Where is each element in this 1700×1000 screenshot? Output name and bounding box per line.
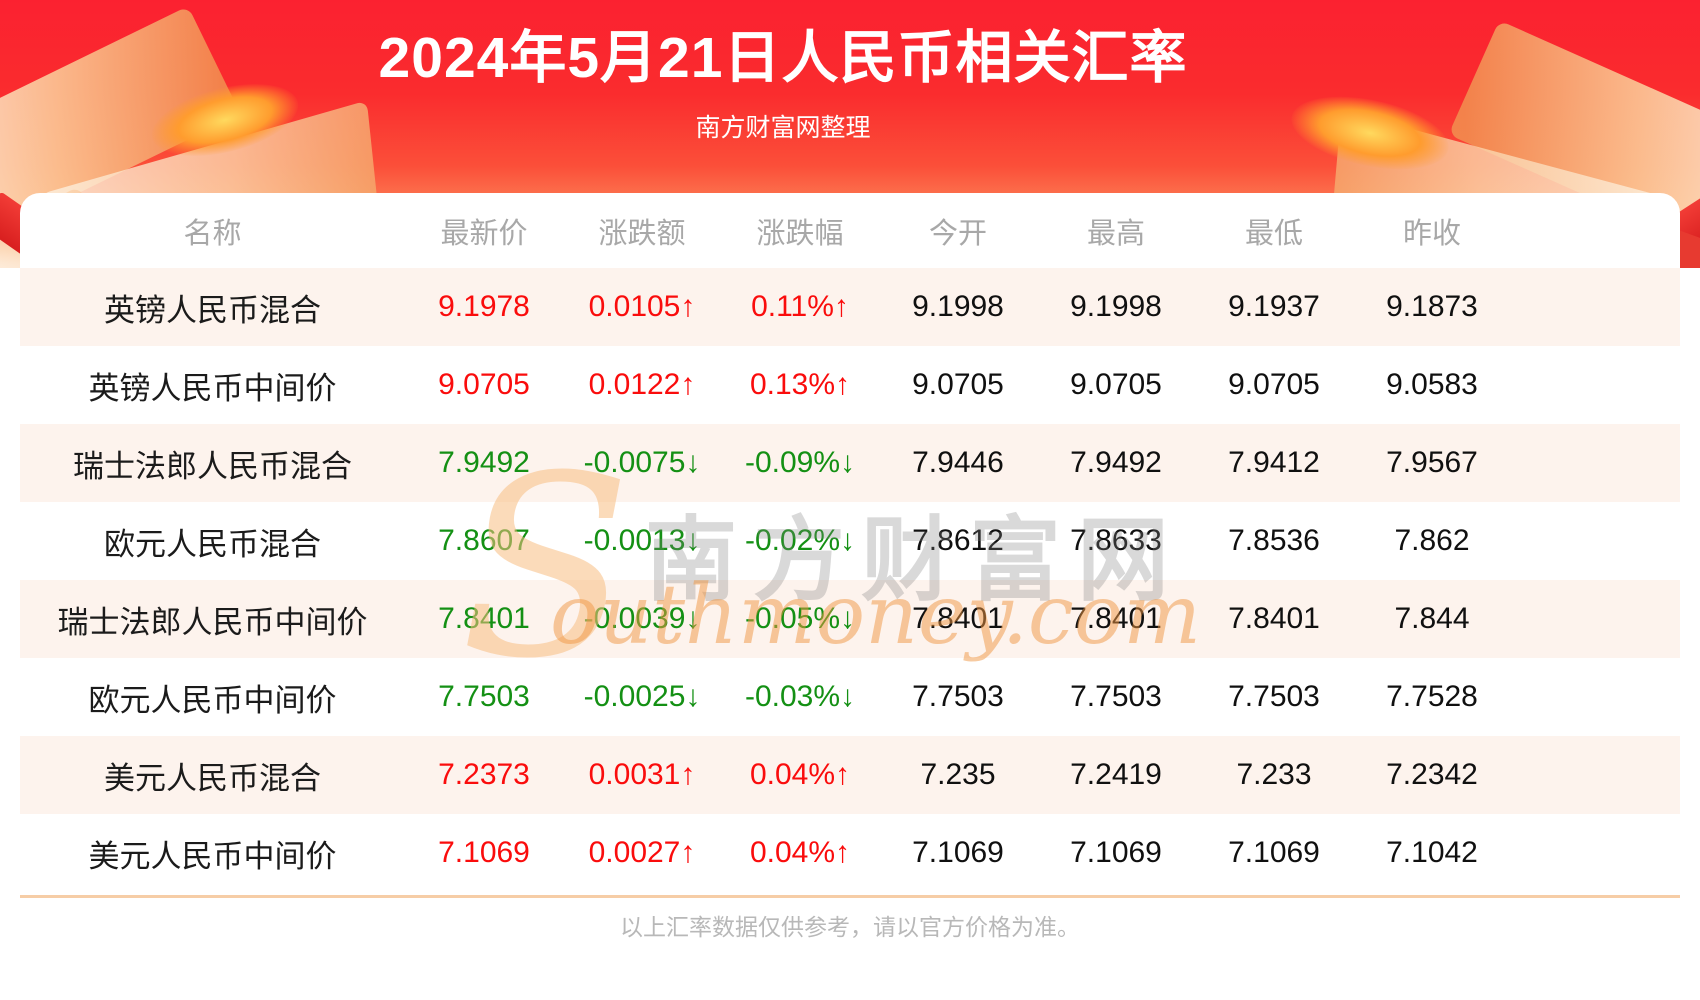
column-header: 名称 [183,217,242,250]
row-spacer [1511,580,1680,658]
change-amount-cell: -0.0075↓ [583,446,701,479]
low-cell: 9.0705 [1228,368,1320,401]
latest-price-cell: 9.0705 [438,368,530,401]
change-percent-cell: -0.02%↓ [744,524,856,557]
table-header-row: 名称 最新价 涨跌额 涨跌幅 今开 最高 最低 昨收 [20,193,1680,268]
change-amount-cell: -0.0039↓ [583,602,701,635]
name-cell: 瑞士法郎人民币中间价 [57,604,368,640]
high-cell: 7.8401 [1070,602,1162,635]
row-spacer [1511,736,1680,814]
table-row: 瑞士法郎人民币中间价 7.8401 -0.0039↓ -0.05%↓ 7.8401 7.8… [20,580,1680,658]
name-cell: 瑞士法郎人民币混合 [73,448,352,484]
table-row: 瑞士法郎人民币混合 7.9492 -0.0075↓ -0.09%↓ 7.9446 7.94… [20,424,1680,502]
column-header: 昨收 [1402,217,1461,250]
row-spacer [1511,502,1680,580]
name-cell: 美元人民币中间价 [88,838,337,874]
column-header: 今开 [928,217,987,250]
name-cell: 欧元人民币混合 [104,526,321,562]
high-cell: 7.8633 [1070,524,1162,557]
title-block: 2024年5月21日人民币相关汇率 南方财富网整理 [0,25,1566,143]
open-cell: 9.0705 [912,368,1004,401]
open-cell: 7.7503 [912,680,1004,713]
high-cell: 7.1069 [1070,836,1162,869]
table-row: 美元人民币混合 7.2373 0.0031↑ 0.04%↑ 7.235 7.2419 7.2… [20,736,1680,814]
name-cell: 英镑人民币混合 [104,292,321,328]
name-cell: 美元人民币混合 [104,760,321,796]
page-title: 2024年5月21日人民币相关汇率 [378,26,1188,90]
change-percent-cell: 0.04%↑ [749,758,851,791]
exchange-rates-table: 名称 最新价 涨跌额 涨跌幅 今开 最高 最低 昨收 英镑人民币混合 9.1978 0.0105↑… [20,193,1680,892]
footer-disclaimer: 以上汇率数据仅供参考，请以官方价格为准。 [620,914,1080,940]
prev-close-cell: 7.2342 [1386,758,1478,791]
change-amount-cell: 0.0031↑ [588,758,696,791]
column-header: 最新价 [440,217,528,250]
footer-divider [20,895,1680,898]
change-percent-cell: -0.03%↓ [744,680,856,713]
table-row: 欧元人民币混合 7.8607 -0.0013↓ -0.02%↓ 7.8612 7.8633… [20,502,1680,580]
open-cell: 9.1998 [912,290,1004,323]
low-cell: 7.9412 [1228,446,1320,479]
change-amount-cell: 0.0027↑ [588,836,696,869]
column-header: 最低 [1244,217,1303,250]
name-cell: 英镑人民币中间价 [88,370,337,406]
low-cell: 9.1937 [1228,290,1320,323]
table-row: 美元人民币中间价 7.1069 0.0027↑ 0.04%↑ 7.1069 7.1069 7… [20,814,1680,892]
table-row: 英镑人民币中间价 9.0705 0.0122↑ 0.13%↑ 9.0705 9.0705 9… [20,346,1680,424]
low-cell: 7.8401 [1228,602,1320,635]
change-amount-cell: -0.0025↓ [583,680,701,713]
change-amount-cell: -0.0013↓ [583,524,701,557]
low-cell: 7.1069 [1228,836,1320,869]
row-spacer [1511,424,1680,502]
prev-close-cell: 7.1042 [1386,836,1478,869]
prev-close-cell: 9.0583 [1386,368,1478,401]
prev-close-cell: 7.7528 [1386,680,1478,713]
change-amount-cell: 0.0122↑ [588,368,696,401]
low-cell: 7.233 [1236,758,1312,791]
change-percent-cell: 0.13%↑ [749,368,851,401]
prev-close-cell: 7.844 [1394,602,1470,635]
open-cell: 7.8401 [912,602,1004,635]
latest-price-cell: 7.9492 [438,446,530,479]
row-spacer [1511,346,1680,424]
latest-price-cell: 7.7503 [438,680,530,713]
high-cell: 7.2419 [1070,758,1162,791]
open-cell: 7.1069 [912,836,1004,869]
high-cell: 7.9492 [1070,446,1162,479]
latest-price-cell: 7.8401 [438,602,530,635]
row-spacer [1511,268,1680,346]
change-percent-cell: -0.05%↓ [744,602,856,635]
prev-close-cell: 9.1873 [1386,290,1478,323]
table-row: 英镑人民币混合 9.1978 0.0105↑ 0.11%↑ 9.1998 9.1998 9.… [20,268,1680,346]
change-amount-cell: 0.0105↑ [588,290,696,323]
latest-price-cell: 9.1978 [438,290,530,323]
latest-price-cell: 7.2373 [438,758,530,791]
low-cell: 7.8536 [1228,524,1320,557]
change-percent-cell: -0.09%↓ [744,446,856,479]
high-cell: 7.7503 [1070,680,1162,713]
rates-table-card: S 南方财富网 outhmoney.com 名称 最新价 涨跌额 涨跌幅 今开 最高 最低昨… [20,193,1680,892]
prev-close-cell: 7.862 [1394,524,1470,557]
column-header: 最高 [1086,217,1145,250]
name-cell: 欧元人民币中间价 [88,682,337,718]
open-cell: 7.9446 [912,446,1004,479]
row-spacer [1511,814,1680,892]
header-spacer [1511,193,1680,268]
table-row: 欧元人民币中间价 7.7503 -0.0025↓ -0.03%↓ 7.7503 7.750… [20,658,1680,736]
latest-price-cell: 7.8607 [438,524,530,557]
page-subtitle: 南方财富网整理 [695,114,871,142]
prev-close-cell: 7.9567 [1386,446,1478,479]
column-header: 涨跌额 [598,217,686,250]
change-percent-cell: 0.04%↑ [749,836,851,869]
latest-price-cell: 7.1069 [438,836,530,869]
change-percent-cell: 0.11%↑ [751,290,849,323]
low-cell: 7.7503 [1228,680,1320,713]
row-spacer [1511,658,1680,736]
column-header: 涨跌幅 [756,217,844,250]
open-cell: 7.8612 [912,524,1004,557]
high-cell: 9.1998 [1070,290,1162,323]
open-cell: 7.235 [920,758,996,791]
high-cell: 9.0705 [1070,368,1162,401]
